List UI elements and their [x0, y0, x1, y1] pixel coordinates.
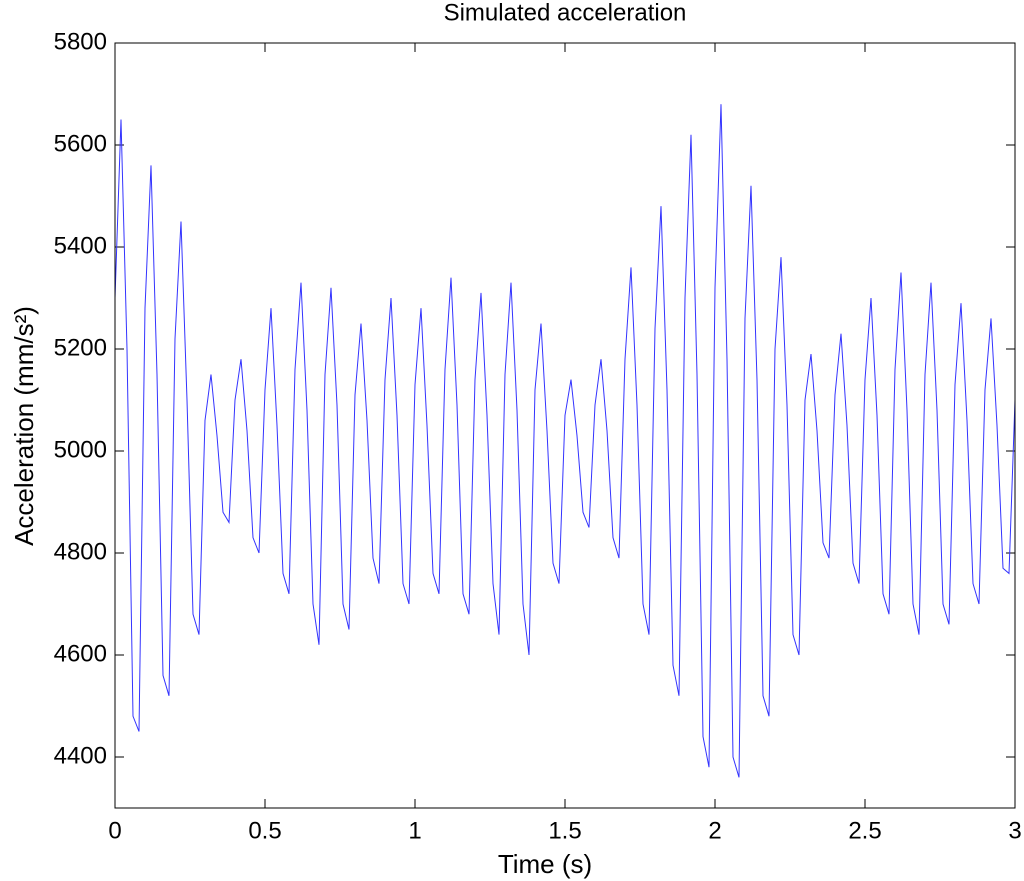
- plot-area: 0 0.5 1 1.5 2 2.5 3 4400 4600 4800 5000 5200 5400 560…: [54, 28, 1022, 844]
- axes-box: [114, 42, 1016, 809]
- x-axis-label: Time (s): [498, 849, 592, 879]
- x-tick-label: 1.5: [548, 817, 581, 844]
- y-tick-label: 4400: [54, 742, 107, 769]
- x-tick-label: 2: [708, 817, 721, 844]
- y-tick-label: 5000: [54, 436, 107, 463]
- chart-title: Simulated acceleration: [444, 0, 687, 26]
- x-tick-label: 3: [1008, 817, 1021, 844]
- y-tick-label: 4600: [54, 640, 107, 667]
- y-tick-label: 5400: [54, 232, 107, 259]
- x-tick-label: 0.5: [248, 817, 281, 844]
- y-tick-label: 4800: [54, 538, 107, 565]
- y-tick-label: 5800: [54, 28, 107, 55]
- y-axis-label: Acceleration (mm/s²): [9, 306, 39, 546]
- x-tick-label: 0: [108, 817, 121, 844]
- data-line: [114, 104, 1016, 778]
- y-tick-label: 5600: [54, 130, 107, 157]
- y-tick-label: 5200: [54, 334, 107, 361]
- x-tick-label: 1: [408, 817, 421, 844]
- x-tick-label: 2.5: [848, 817, 881, 844]
